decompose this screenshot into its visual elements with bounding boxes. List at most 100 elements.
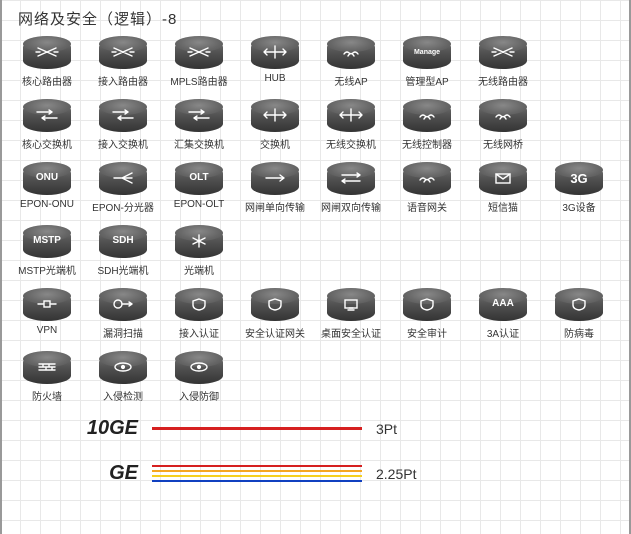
sdh-optical-icon: SDH bbox=[99, 228, 147, 258]
ids-icon bbox=[99, 354, 147, 384]
agg-switch-cell: 汇集交换机 bbox=[170, 102, 228, 151]
ips-icon bbox=[175, 354, 223, 384]
epon-splitter-icon bbox=[99, 165, 147, 195]
gate-twoway-cell: 网闸双向传输 bbox=[322, 165, 380, 214]
gate-twoway-icon bbox=[327, 165, 375, 195]
wireless-ap-icon bbox=[327, 39, 375, 69]
legend-ge-pt: 2.25Pt bbox=[376, 466, 416, 482]
sdh-optical-label: SDH光端机 bbox=[97, 262, 148, 277]
desktop-sec-auth-icon bbox=[327, 291, 375, 321]
ids-cell: 入侵检测 bbox=[94, 354, 152, 403]
wireless-controller-icon bbox=[403, 102, 451, 132]
vuln-scan-label: 漏洞扫描 bbox=[103, 325, 143, 340]
epon-olt-icon: OLT bbox=[175, 165, 223, 195]
access-auth-icon bbox=[175, 291, 223, 321]
icon-row: 防火墙 入侵检测 入侵防御 bbox=[18, 354, 621, 403]
ips-cell: 入侵防御 bbox=[170, 354, 228, 403]
wireless-router-label: 无线路由器 bbox=[478, 73, 528, 88]
legend-10ge: 10GE 3Pt bbox=[68, 417, 621, 440]
optical-terminal-label: 光端机 bbox=[184, 262, 214, 277]
legend-ge-line bbox=[152, 465, 362, 467]
access-router-cell: 接入路由器 bbox=[94, 39, 152, 88]
epon-olt-cell: OLT EPON-OLT bbox=[170, 165, 228, 214]
icon-row: 核心路由器 接入路由器 MPLS路由器 HUB 无线AP bbox=[18, 39, 621, 88]
icon-row: ONU EPON-ONU EPON-分光器 OLT EPON-OLT 网闸单向传… bbox=[18, 165, 621, 214]
sec-audit-label: 安全审计 bbox=[407, 325, 447, 340]
sec-audit-icon bbox=[403, 291, 451, 321]
managed-ap-label: 管理型AP bbox=[405, 73, 448, 88]
antivirus-cell: 防病毒 bbox=[550, 291, 608, 340]
vpn-cell: VPN bbox=[18, 291, 76, 340]
epon-splitter-cell: EPON-分光器 bbox=[94, 165, 152, 214]
firewall-cell: 防火墙 bbox=[18, 354, 76, 403]
vpn-label: VPN bbox=[37, 325, 58, 336]
vuln-scan-cell: 漏洞扫描 bbox=[94, 291, 152, 340]
mstp-optical-cell: MSTP MSTP光端机 bbox=[18, 228, 76, 277]
access-switch-label: 接入交换机 bbox=[98, 136, 148, 151]
firewall-icon bbox=[23, 354, 71, 384]
epon-olt-label: EPON-OLT bbox=[174, 199, 224, 210]
aaa-auth-cell: AAA 3A认证 bbox=[474, 291, 532, 340]
sec-auth-gateway-icon bbox=[251, 291, 299, 321]
agg-switch-label: 汇集交换机 bbox=[174, 136, 224, 151]
wireless-switch-cell: 无线交换机 bbox=[322, 102, 380, 151]
switch-icon bbox=[251, 102, 299, 132]
vpn-icon bbox=[23, 291, 71, 321]
legend-ge-lines bbox=[152, 465, 362, 482]
access-auth-cell: 接入认证 bbox=[170, 291, 228, 340]
desktop-sec-auth-label: 桌面安全认证 bbox=[321, 325, 381, 340]
antivirus-icon bbox=[555, 291, 603, 321]
wireless-ap-label: 无线AP bbox=[334, 73, 367, 88]
core-switch-label: 核心交换机 bbox=[22, 136, 72, 151]
wireless-ap-cell: 无线AP bbox=[322, 39, 380, 88]
mpls-router-label: MPLS路由器 bbox=[170, 73, 227, 88]
sms-modem-icon bbox=[479, 165, 527, 195]
legend-ge-label: GE bbox=[68, 462, 138, 485]
icon-row: 核心交换机 接入交换机 汇集交换机 交换机 无线交换机 bbox=[18, 102, 621, 151]
sms-modem-label: 短信猫 bbox=[488, 199, 518, 214]
gate-twoway-label: 网闸双向传输 bbox=[321, 199, 381, 214]
access-switch-cell: 接入交换机 bbox=[94, 102, 152, 151]
optical-terminal-icon bbox=[175, 228, 223, 258]
aaa-auth-label: 3A认证 bbox=[487, 325, 519, 340]
epon-onu-label: EPON-ONU bbox=[20, 199, 74, 210]
wireless-router-icon bbox=[479, 39, 527, 69]
hub-cell: HUB bbox=[246, 39, 304, 88]
legend-10ge-label: 10GE bbox=[68, 417, 138, 440]
wireless-switch-label: 无线交换机 bbox=[326, 136, 376, 151]
core-router-icon bbox=[23, 39, 71, 69]
wireless-switch-icon bbox=[327, 102, 375, 132]
voice-gateway-icon bbox=[403, 165, 451, 195]
core-router-label: 核心路由器 bbox=[22, 73, 72, 88]
legend-ge: GE 2.25Pt bbox=[68, 462, 621, 485]
antivirus-label: 防病毒 bbox=[564, 325, 594, 340]
switch-cell: 交换机 bbox=[246, 102, 304, 151]
firewall-label: 防火墙 bbox=[32, 388, 62, 403]
wireless-controller-cell: 无线控制器 bbox=[398, 102, 456, 151]
mstp-optical-icon: MSTP bbox=[23, 228, 71, 258]
gate-oneway-label: 网闸单向传输 bbox=[245, 199, 305, 214]
optical-terminal-cell: 光端机 bbox=[170, 228, 228, 277]
core-switch-icon bbox=[23, 102, 71, 132]
epon-splitter-label: EPON-分光器 bbox=[92, 199, 154, 214]
3g-device-label: 3G设备 bbox=[562, 199, 595, 214]
gate-oneway-icon bbox=[251, 165, 299, 195]
sdh-optical-cell: SDH SDH光端机 bbox=[94, 228, 152, 277]
access-router-icon bbox=[99, 39, 147, 69]
core-switch-cell: 核心交换机 bbox=[18, 102, 76, 151]
core-router-cell: 核心路由器 bbox=[18, 39, 76, 88]
page-title: 网络及安全（逻辑）-8 bbox=[18, 8, 621, 29]
ids-label: 入侵检测 bbox=[103, 388, 143, 403]
legend-10ge-line bbox=[152, 427, 362, 430]
ips-label: 入侵防御 bbox=[179, 388, 219, 403]
icon-row: MSTP MSTP光端机 SDH SDH光端机 光端机 bbox=[18, 228, 621, 277]
wireless-bridge-label: 无线网桥 bbox=[483, 136, 523, 151]
wireless-router-cell: 无线路由器 bbox=[474, 39, 532, 88]
mpls-router-icon bbox=[175, 39, 223, 69]
epon-onu-cell: ONU EPON-ONU bbox=[18, 165, 76, 214]
legend-10ge-pt: 3Pt bbox=[376, 421, 397, 437]
desktop-sec-auth-cell: 桌面安全认证 bbox=[322, 291, 380, 340]
vuln-scan-icon bbox=[99, 291, 147, 321]
wireless-bridge-cell: 无线网桥 bbox=[474, 102, 532, 151]
managed-ap-cell: Manage 管理型AP bbox=[398, 39, 456, 88]
